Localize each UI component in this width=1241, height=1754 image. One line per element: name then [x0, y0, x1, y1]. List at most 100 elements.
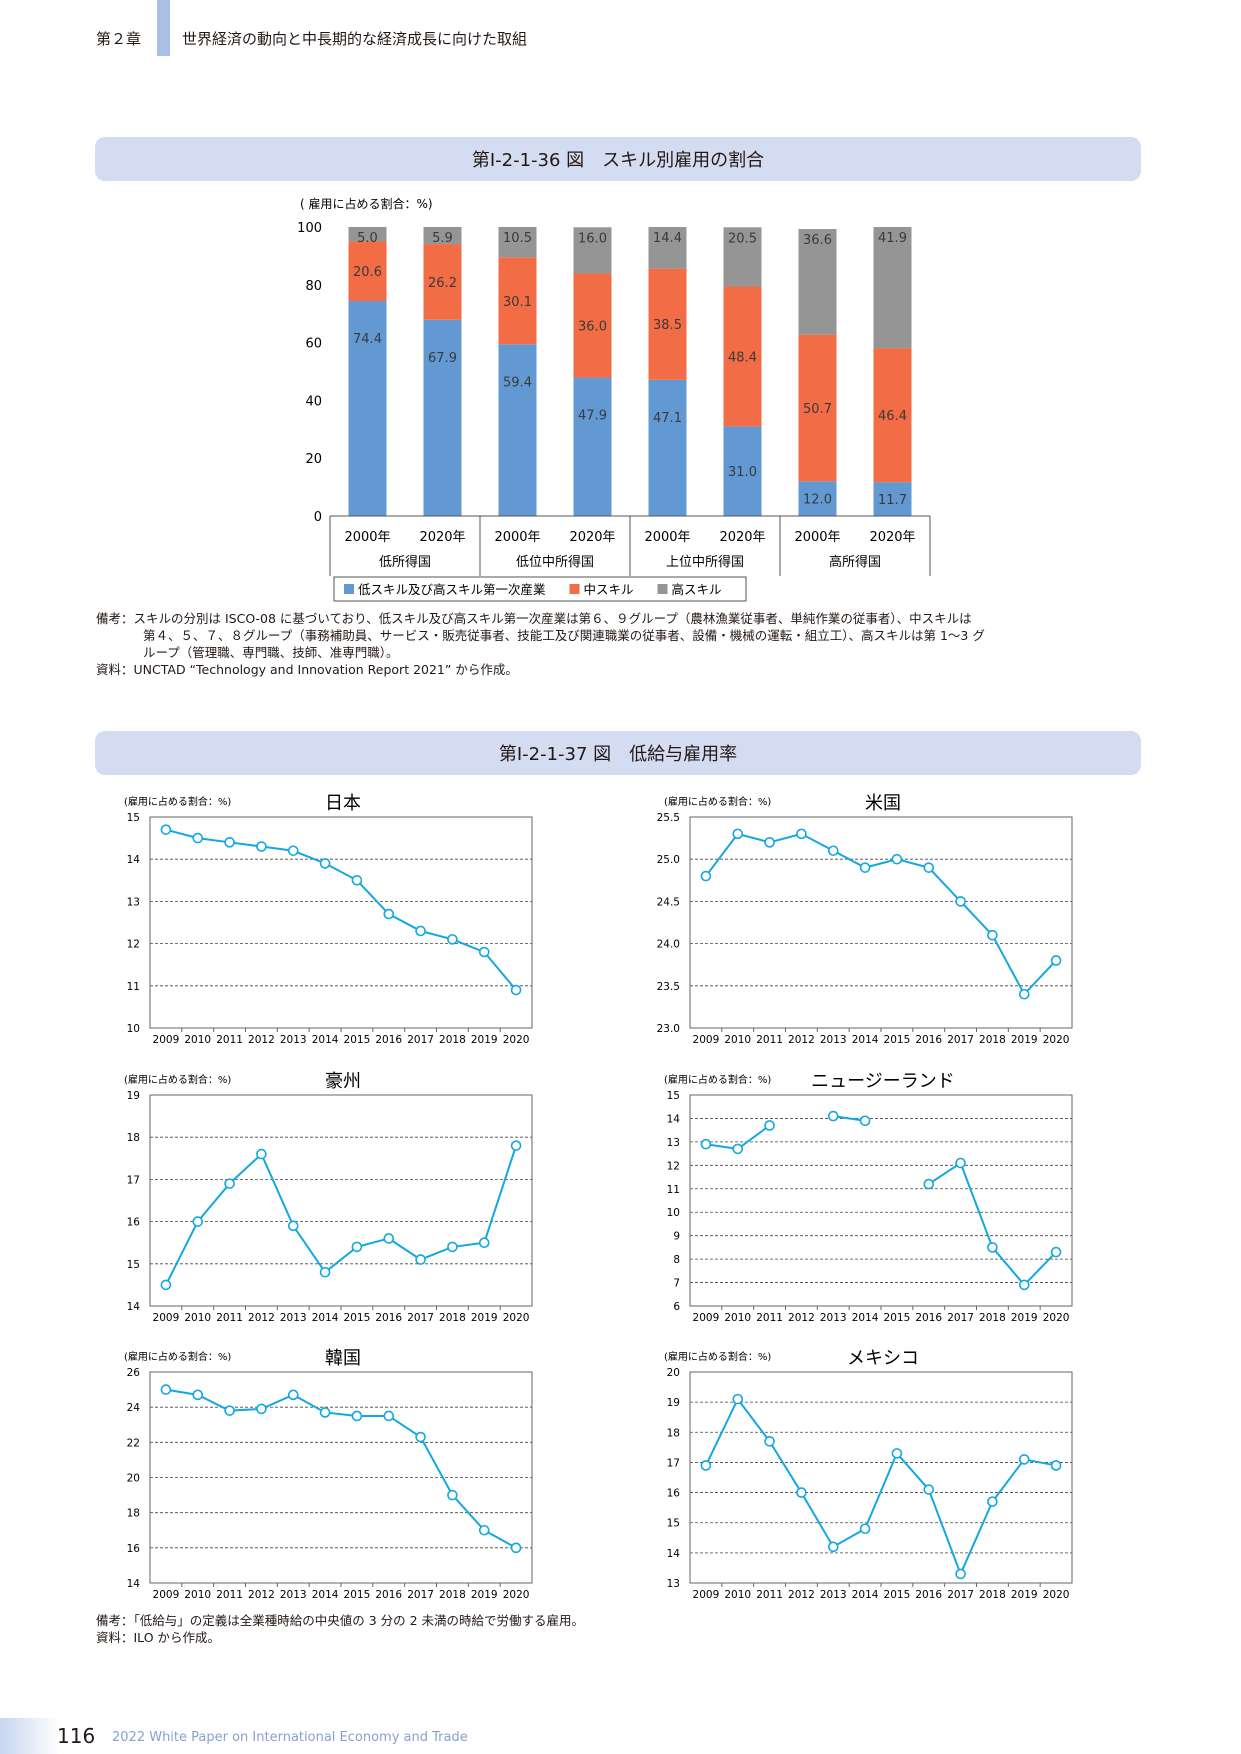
x-tick-label: 2020年 [869, 530, 915, 545]
y-tick-label: 16 [127, 1543, 141, 1555]
x-tick-label: 2011 [756, 1589, 783, 1601]
y-tick-label: 15 [127, 1259, 140, 1271]
figure-36-source: 資料：UNCTAD “Technology and Innovation Rep… [96, 662, 518, 677]
bar-segment [648, 268, 687, 380]
y-tick-label: 13 [667, 1578, 680, 1590]
y-tick-label: 24 [127, 1402, 141, 1414]
y-tick-label: 60 [305, 337, 322, 352]
data-point [160, 1279, 172, 1291]
data-point [955, 896, 966, 907]
data-point [732, 828, 744, 840]
chart-title: 日本 [325, 793, 361, 814]
y-tick-label: 14 [127, 1301, 141, 1313]
bar-segment [498, 257, 537, 345]
data-point [955, 1568, 966, 1580]
bar-segment [348, 241, 387, 301]
y-tick-label: 24.5 [657, 896, 680, 908]
figure-37-title-band: 第Ⅰ-2-1-37 図 低給与雇用率 [95, 731, 1141, 775]
bar-data-label: 16.0 [578, 231, 607, 246]
data-point [287, 845, 299, 857]
bar-segment [573, 273, 612, 378]
x-tick-label: 2016 [915, 1312, 942, 1324]
y-tick-label: 13 [667, 1137, 680, 1149]
x-tick-label: 2020 [1043, 1589, 1070, 1601]
x-group-label: 高所得国 [829, 554, 881, 570]
data-point [256, 1148, 267, 1160]
x-tick-label: 2017 [407, 1034, 434, 1046]
y-tick-label: 15 [667, 1090, 680, 1102]
bar-segment [648, 227, 687, 269]
data-point [764, 1436, 775, 1447]
line-chart-panel: (雇用に占める割合：%) 韓国 14 16 18 20 22 24 26 2009 2010 2011… [124, 1348, 533, 1601]
bar-data-label: 26.2 [428, 276, 457, 291]
data-point [1018, 1454, 1030, 1465]
figure-36-title: 第Ⅰ-2-1-36 図 スキル別雇用の割合 [471, 150, 765, 171]
data-point [700, 1460, 712, 1471]
chart-title: ニュージーランド [811, 1071, 955, 1092]
y-tick-label: 100 [297, 221, 322, 236]
y-tick-label: 6 [673, 1301, 680, 1313]
x-tick-label: 2019 [1011, 1589, 1038, 1601]
y-tick-label: 13 [127, 896, 140, 908]
data-point [827, 1541, 839, 1553]
figure-36-note-line2: 第４、５、７、８グループ（事務補助員、サービス・販売従事者、技能工及び関連職業の… [143, 628, 985, 643]
x-tick-label: 2009 [693, 1312, 720, 1324]
x-tick-label: 2014 [312, 1034, 339, 1046]
data-point [319, 1266, 331, 1278]
bar-segment [348, 227, 387, 242]
y-tick-label: 17 [127, 1174, 140, 1186]
x-tick-label: 2018 [979, 1312, 1006, 1324]
x-tick-label: 2012 [788, 1034, 815, 1046]
legend-swatch [657, 584, 668, 594]
bar-segment [423, 227, 462, 245]
x-tick-label: 2018 [979, 1589, 1006, 1601]
data-point [192, 1216, 204, 1227]
data-point [224, 837, 235, 848]
x-tick-label: 2000年 [494, 530, 540, 545]
x-tick-label: 2015 [884, 1034, 911, 1046]
x-tick-label: 2019 [1011, 1034, 1038, 1046]
x-tick-label: 2000年 [794, 530, 840, 545]
y-tick-label: 9 [673, 1231, 680, 1243]
y-tick-label: 14 [667, 1113, 681, 1125]
line-chart-panel: (雇用に占める割合：%) 米国 23.0 23.5 24.0 24.5 25.0 25.5 20… [657, 793, 1073, 1046]
x-tick-label: 2020年 [719, 530, 765, 545]
x-tick-label: 2012 [248, 1312, 275, 1324]
line-chart-panel: (雇用に占める割合：%) 豪州 14 15 16 17 18 19 2009 2010 2011 20… [124, 1071, 533, 1324]
data-point [287, 1220, 299, 1232]
y-tick-label: 14 [127, 854, 141, 866]
data-point [510, 1140, 522, 1151]
x-tick-label: 2014 [312, 1589, 339, 1601]
bar-segment [348, 300, 387, 516]
y-tick-label: 12 [127, 939, 140, 951]
bar-segment [723, 426, 762, 516]
x-tick-label: 2016 [375, 1312, 402, 1324]
y-axis-unit: (雇用に占める割合：%) [664, 1073, 771, 1086]
bar-data-label: 46.4 [878, 409, 907, 424]
data-point [447, 934, 458, 945]
y-tick-label: 18 [127, 1508, 140, 1520]
data-point [510, 1542, 522, 1554]
data-point [796, 1487, 807, 1498]
y-tick-label: 16 [667, 1488, 681, 1500]
data-point [160, 824, 172, 835]
x-tick-label: 2015 [884, 1312, 911, 1324]
y-tick-label: 17 [667, 1457, 680, 1469]
data-point [510, 984, 522, 996]
figure-36-notes: 備考：スキルの分別は ISCO-08 に基づいており、低スキル及び高スキル第一次… [96, 610, 985, 678]
data-point [764, 1120, 775, 1131]
bar-data-label: 14.4 [653, 231, 682, 246]
data-point [192, 832, 204, 844]
x-tick-label: 2015 [344, 1589, 371, 1601]
x-tick-label: 2013 [280, 1589, 307, 1601]
data-point [478, 1524, 490, 1536]
x-tick-label: 2020年 [419, 530, 465, 545]
x-tick-label: 2019 [1011, 1312, 1038, 1324]
x-tick-label: 2014 [852, 1034, 879, 1046]
x-tick-label: 2009 [693, 1034, 720, 1046]
skill-employment-bar-chart: ( 雇用に占める割合：%) 0 20 40 60 80 100 74.4 20.6 5.0 2000… [297, 196, 931, 602]
bar-data-label: 50.7 [803, 402, 832, 417]
legend-label: 高スキル [672, 582, 722, 597]
data-point [192, 1389, 204, 1401]
